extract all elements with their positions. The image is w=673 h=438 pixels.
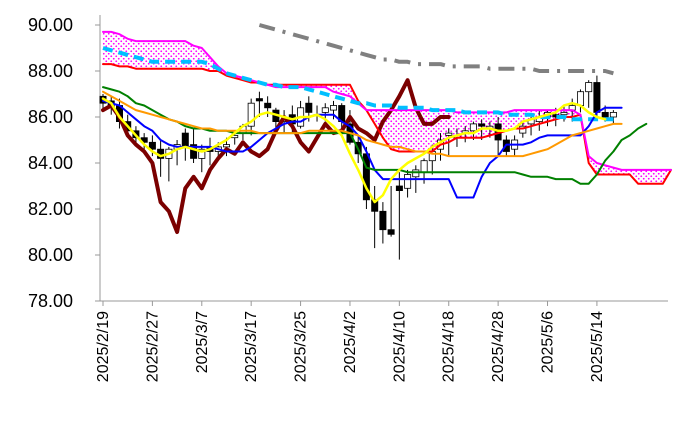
series-line-0 (101, 78, 451, 234)
x-tick-label: 2025/3/7 (194, 311, 211, 373)
indicator-lines (101, 23, 672, 234)
x-tick-label: 2025/4/2 (342, 311, 359, 373)
x-tick-labels: 2025/2/19 2025/2/27 2025/3/7 2025/3/17 2025/… (95, 311, 606, 382)
candle-body (560, 112, 568, 116)
x-tick-label: 2025/4/18 (441, 311, 458, 382)
candle-body (198, 148, 206, 159)
axes (95, 15, 668, 306)
candle-body (585, 82, 593, 93)
candle-body (329, 105, 337, 111)
y-tick-label: 90.00 (28, 15, 73, 35)
candle-body (478, 123, 486, 127)
candle-body (321, 107, 329, 113)
y-tick-label: 84.00 (28, 153, 73, 173)
candle-body (601, 112, 609, 118)
x-tick-label: 2025/3/25 (293, 311, 310, 382)
series-line-4 (258, 23, 614, 76)
candle-body (420, 160, 428, 173)
candle-body (593, 82, 601, 113)
candle-body (469, 123, 477, 132)
candle-body (445, 132, 453, 136)
candle-body (395, 185, 403, 191)
candle-body (387, 229, 395, 235)
x-tick-label: 2025/2/27 (144, 311, 161, 382)
candle-body (609, 112, 617, 118)
y-tick-label: 88.00 (28, 61, 73, 81)
series-line-6 (102, 86, 648, 185)
x-tick-label: 2025/2/19 (95, 311, 112, 382)
candle-body (190, 144, 198, 159)
series-line-1 (102, 63, 672, 185)
y-tick-label: 78.00 (28, 291, 73, 311)
candle-body (519, 125, 527, 134)
candle-body (412, 169, 420, 178)
ichimoku-cloud (103, 31, 671, 184)
x-tick-label: 2025/4/28 (490, 311, 507, 382)
y-tick-labels: 78.00 80.00 82.00 84.00 86.00 88.00 90.00 (28, 15, 73, 311)
x-tick-label: 2025/5/6 (540, 311, 557, 373)
y-tick-label: 80.00 (28, 245, 73, 265)
series-line-8 (101, 97, 607, 204)
series-line-7 (102, 90, 623, 158)
candle-body (222, 144, 230, 148)
candle-body (148, 141, 156, 150)
candle-body (305, 102, 313, 113)
series-line-2 (102, 30, 672, 171)
x-tick-label: 2025/5/14 (589, 311, 606, 382)
candle-body (404, 174, 412, 189)
candle-body (264, 102, 272, 109)
x-tick-label: 2025/3/17 (243, 311, 260, 382)
y-tick-label: 86.00 (28, 107, 73, 127)
cloud-area (103, 31, 671, 184)
candle-body (379, 210, 387, 231)
candle-body (247, 102, 255, 127)
series-line-3 (102, 46, 614, 122)
candle-body (181, 132, 189, 148)
candle-body (255, 98, 263, 102)
x-tick-label: 2025/4/10 (391, 311, 408, 382)
candle-body (577, 91, 585, 106)
y-tick-label: 82.00 (28, 199, 73, 219)
